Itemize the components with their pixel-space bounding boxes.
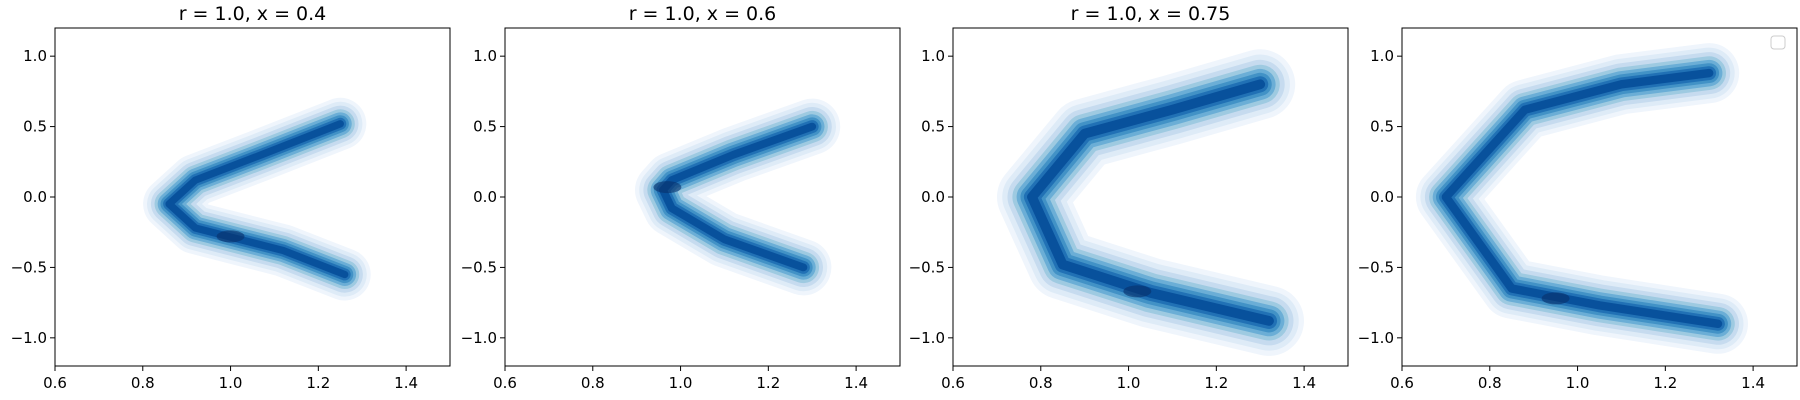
- x-tick-label: 0.8: [1029, 374, 1053, 392]
- density-peak: [653, 181, 682, 194]
- y-tick-label: −0.5: [909, 258, 945, 276]
- x-tick-label: 0.6: [43, 374, 67, 392]
- panel-3: 0.6 0.8 1.0 1.2 1.4 −1.0 −0.5 0.0 0.5 1.0 r = 1.0,…: [909, 3, 1349, 392]
- y-tick-label: 1.0: [23, 47, 47, 65]
- x-tick-label: 1.0: [219, 374, 243, 392]
- x-tick-label: 0.6: [493, 374, 517, 392]
- x-tick-label: 1.0: [1566, 374, 1590, 392]
- density-contours: [143, 97, 371, 301]
- panel-2: 0.6 0.8 1.0 1.2 1.4 −1.0 −0.5 0.0 0.5 1.0 r = 1.0,…: [461, 3, 901, 392]
- x-tick-label: 1.4: [844, 374, 868, 392]
- contour-level-8: [165, 120, 349, 279]
- x-tick-label: 0.6: [941, 374, 965, 392]
- y-tick-label: 1.0: [921, 47, 945, 65]
- x-tick-label: 0.6: [1390, 374, 1414, 392]
- legend-box: [1770, 35, 1786, 50]
- y-tick-label: −1.0: [1358, 329, 1394, 347]
- panel-title: r = 1.0, x = 0.4: [179, 3, 327, 25]
- panel-title: r = 1.0, x = 0.6: [629, 3, 777, 25]
- panel-1: 0.6 0.8 1.0 1.2 1.4 −1.0 −0.5 0.0 0.5 1.0 r = 1.0,…: [11, 3, 451, 392]
- y-tick-label: −0.5: [1358, 258, 1394, 276]
- x-tick-label: 1.2: [756, 374, 780, 392]
- y-tick-label: −1.0: [461, 329, 497, 347]
- density-peak: [1123, 285, 1152, 298]
- axes-frame: [54, 27, 451, 367]
- y-tick-label: −1.0: [909, 329, 945, 347]
- x-tick-label: 1.0: [669, 374, 693, 392]
- x-tick-label: 0.8: [581, 374, 605, 392]
- y-tick-label: 1.0: [473, 47, 497, 65]
- x-tick-label: 0.8: [131, 374, 155, 392]
- y-tick-label: 0.0: [921, 188, 945, 206]
- density-peak: [1541, 292, 1570, 305]
- density-peak: [216, 230, 245, 243]
- density-contours: [997, 49, 1304, 356]
- y-tick-label: 0.5: [473, 118, 497, 136]
- x-tick-label: 1.4: [1292, 374, 1316, 392]
- x-tick-label: 0.8: [1478, 374, 1502, 392]
- panel-title: r = 1.0, x = 0.75: [1071, 3, 1231, 25]
- y-tick-label: 0.0: [1370, 188, 1394, 206]
- y-tick-label: 0.5: [921, 118, 945, 136]
- x-tick-label: 1.0: [1117, 374, 1141, 392]
- y-tick-label: −1.0: [11, 329, 47, 347]
- y-tick-label: −0.5: [11, 258, 47, 276]
- x-tick-label: 1.2: [1653, 374, 1677, 392]
- density-contours: [635, 98, 841, 296]
- density-contours: [1415, 43, 1748, 354]
- y-tick-label: 1.0: [1370, 47, 1394, 65]
- x-tick-label: 1.4: [394, 374, 418, 392]
- y-tick-label: 0.5: [1370, 118, 1394, 136]
- x-tick-label: 1.4: [1741, 374, 1765, 392]
- contour-level-8: [1441, 68, 1723, 328]
- panel-4: 0.6 0.8 1.0 1.2 1.4 −1.0 −0.5 0.0 0.5 1.0: [1358, 27, 1798, 392]
- x-tick-label: 1.2: [1204, 374, 1228, 392]
- y-tick-label: 0.0: [23, 188, 47, 206]
- y-tick-label: 0.0: [473, 188, 497, 206]
- y-tick-label: −0.5: [461, 258, 497, 276]
- x-tick-label: 1.2: [306, 374, 330, 392]
- y-tick-label: 0.5: [23, 118, 47, 136]
